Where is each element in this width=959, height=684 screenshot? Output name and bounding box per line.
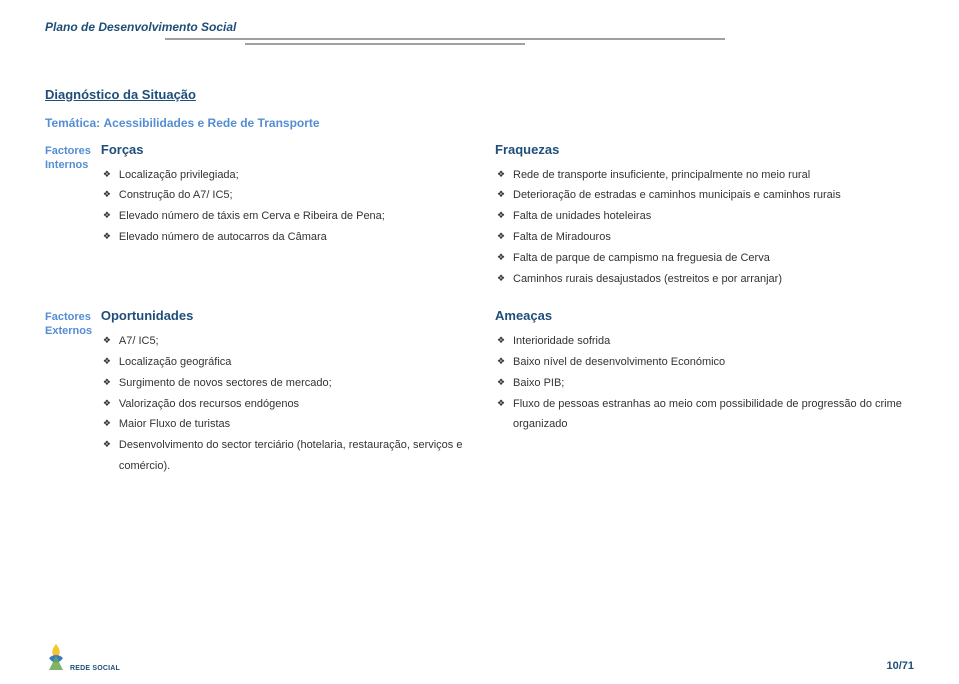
fraquezas-column: Fraquezas Rede de transporte insuficient…	[495, 142, 914, 290]
oportunidades-title: Oportunidades	[101, 308, 475, 323]
fraquezas-list: Rede de transporte insuficiente, princip…	[495, 165, 914, 290]
ameacas-list: Interioridade sofrida Baixo nível de des…	[495, 331, 914, 435]
list-item: Elevado número de táxis em Cerva e Ribei…	[101, 206, 475, 227]
section-title: Diagnóstico da Situação	[45, 87, 914, 102]
swot-row-internos: Factores Internos Forças Localização pri…	[45, 142, 914, 290]
oportunidades-list: A7/ IC5; Localização geográfica Surgimen…	[101, 331, 475, 477]
list-item: Elevado número de autocarros da Câmara	[101, 227, 475, 248]
list-item: Deterioração de estradas e caminhos muni…	[495, 185, 914, 206]
list-item: Baixo PIB;	[495, 373, 914, 394]
list-item: Valorização dos recursos endógenos	[101, 394, 475, 415]
ameacas-column: Ameaças Interioridade sofrida Baixo níve…	[495, 308, 914, 477]
label-externos-l2: Externos	[45, 325, 92, 337]
subtitle-row: Temática: Acessibilidades e Rede de Tran…	[45, 116, 914, 130]
list-item: Construção do A7/ IC5;	[101, 185, 475, 206]
page-header: Plano de Desenvolvimento Social	[45, 20, 914, 34]
divider-short	[245, 43, 525, 45]
fraquezas-title: Fraquezas	[495, 142, 914, 157]
forcas-title: Forças	[101, 142, 475, 157]
footer-logo: REDE SOCIAL	[45, 642, 120, 672]
label-externos-l1: Factores	[45, 311, 91, 323]
subtitle-value: Acessibilidades e Rede de Transporte	[103, 116, 319, 130]
label-internos: Factores Internos	[45, 142, 101, 290]
forcas-list: Localização privilegiada; Construção do …	[101, 165, 475, 249]
list-item: Desenvolvimento do sector terciário (hot…	[101, 435, 475, 477]
footer-logo-text: REDE SOCIAL	[70, 665, 120, 672]
list-item: Maior Fluxo de turistas	[101, 414, 475, 435]
list-item: Caminhos rurais desajustados (estreitos …	[495, 269, 914, 290]
forcas-column: Forças Localização privilegiada; Constru…	[101, 142, 495, 290]
subtitle-label: Temática:	[45, 116, 100, 130]
network-logo-icon	[45, 642, 67, 672]
ameacas-title: Ameaças	[495, 308, 914, 323]
list-item: Falta de unidades hoteleiras	[495, 206, 914, 227]
page-footer: REDE SOCIAL 10/71	[0, 642, 959, 672]
page-number: 10/71	[886, 660, 914, 672]
list-item: Rede de transporte insuficiente, princip…	[495, 165, 914, 186]
label-internos-l2: Internos	[45, 159, 88, 171]
oportunidades-column: Oportunidades A7/ IC5; Localização geogr…	[101, 308, 495, 477]
list-item: Surgimento de novos sectores de mercado;	[101, 373, 475, 394]
list-item: Localização privilegiada;	[101, 165, 475, 186]
list-item: Localização geográfica	[101, 352, 475, 373]
list-item: Falta de parque de campismo na freguesia…	[495, 248, 914, 269]
list-item: A7/ IC5;	[101, 331, 475, 352]
list-item: Interioridade sofrida	[495, 331, 914, 352]
list-item: Fluxo de pessoas estranhas ao meio com p…	[495, 394, 914, 436]
swot-row-externos: Factores Externos Oportunidades A7/ IC5;…	[45, 308, 914, 477]
label-externos: Factores Externos	[45, 308, 101, 477]
list-item: Falta de Miradouros	[495, 227, 914, 248]
list-item: Baixo nível de desenvolvimento Económico	[495, 352, 914, 373]
divider-long	[165, 38, 725, 40]
label-internos-l1: Factores	[45, 145, 91, 157]
